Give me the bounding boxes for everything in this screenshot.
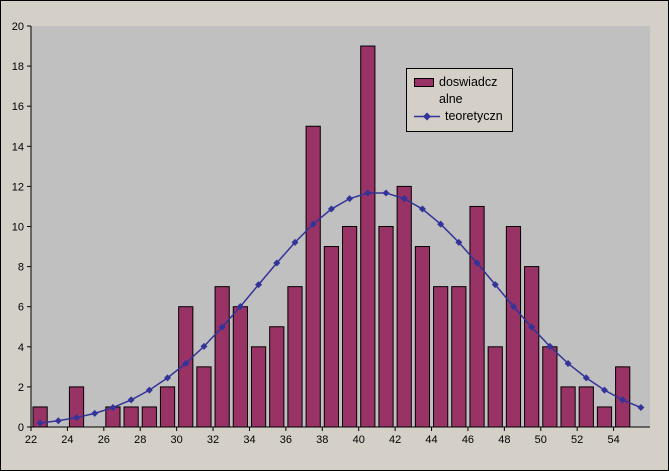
curve-marker [200,342,208,350]
bar [323,246,340,428]
bar [360,45,376,428]
bar [451,286,467,428]
curve-marker [346,195,354,203]
experimental-swatch [414,78,434,87]
y-tick-label: 14 [12,141,24,153]
curve-marker [109,404,117,412]
bar [141,406,157,428]
y-tick-label: 6 [18,302,24,314]
theoretical-line-icon [414,112,440,121]
y-tick-label: 8 [18,262,24,274]
bar [123,406,139,428]
x-tick-label: 46 [462,434,474,446]
curve-marker [273,259,281,267]
y-tick-label: 10 [12,222,24,234]
y-tick-label: 16 [12,101,24,113]
curve-marker [54,417,62,425]
x-tick-label: 28 [134,434,146,446]
bar [578,386,594,428]
curve-marker [455,238,463,246]
curve-marker [291,238,299,246]
x-tick-label: 48 [498,434,510,446]
x-tick-label: 52 [571,434,583,446]
legend-label-experimental-line2: alne [439,92,463,106]
curve-marker [73,414,81,422]
bar [487,346,503,428]
x-tick-label: 22 [25,434,37,446]
curve-marker [418,205,426,213]
x-tick-label: 40 [353,434,365,446]
x-tick-label: 50 [535,434,547,446]
curve-marker [400,195,408,203]
bar [305,125,321,428]
curve-marker [36,419,44,427]
curve-marker [582,374,590,382]
x-tick-label: 38 [316,434,328,446]
bar [196,366,212,428]
bar [342,226,358,428]
curve-marker [546,342,554,350]
x-tick-label: 44 [425,434,437,446]
x-tick-label: 32 [207,434,219,446]
bar [214,286,230,428]
curve-marker [145,386,153,394]
x-tick-label: 36 [280,434,292,446]
curve-marker [528,323,536,331]
bar [505,226,522,428]
curve-marker [619,396,627,404]
curve-marker [364,189,372,197]
curve-marker [309,220,317,228]
y-tick-label: 12 [12,181,24,193]
bar [396,185,412,428]
x-tick-label: 42 [389,434,401,446]
y-tick-label: 18 [12,61,24,73]
bar [232,306,248,428]
legend-item-experimental[interactable]: doswiadcz [414,74,503,91]
curve-marker [491,281,499,289]
bar [596,406,613,428]
curve-marker [91,409,99,417]
x-tick-label: 24 [61,434,73,446]
bar [542,346,558,428]
x-tick-label: 54 [607,434,619,446]
curve-marker [473,259,481,267]
bar [414,246,431,428]
y-tick-label: 20 [12,21,24,33]
curve-marker [218,323,226,331]
legend[interactable]: doswiadcz alne teoretyczn [406,68,513,132]
x-tick-label: 26 [98,434,110,446]
y-tick-label: 4 [18,342,24,354]
bar [524,266,540,428]
curve-marker [127,396,135,404]
y-tick-label: 0 [18,422,24,434]
bar [378,226,394,428]
legend-item-experimental-line2: alne [439,91,503,108]
legend-label-experimental-line1: doswiadcz [439,75,498,89]
curve-marker [437,220,445,228]
bar [250,346,267,428]
curve-marker [182,359,190,367]
curve-marker [600,386,608,394]
bar [159,386,176,428]
curve-marker [564,359,572,367]
bar [433,286,449,428]
bar [560,386,576,428]
curve-marker [637,404,645,412]
bar [469,205,485,428]
x-tick-label: 30 [171,434,183,446]
bar [287,286,303,428]
legend-label-theoretical: teoretyczn [445,109,503,123]
curve-marker [327,205,335,213]
y-tick-label: 2 [18,382,24,394]
curve-marker [164,374,172,382]
bar [269,326,285,428]
legend-item-theoretical[interactable]: teoretyczn [414,108,503,125]
x-tick-label: 34 [243,434,255,446]
curve-marker [509,302,517,310]
curve-marker [382,189,390,197]
curve-marker [236,302,244,310]
theoretical-curve [40,192,642,424]
